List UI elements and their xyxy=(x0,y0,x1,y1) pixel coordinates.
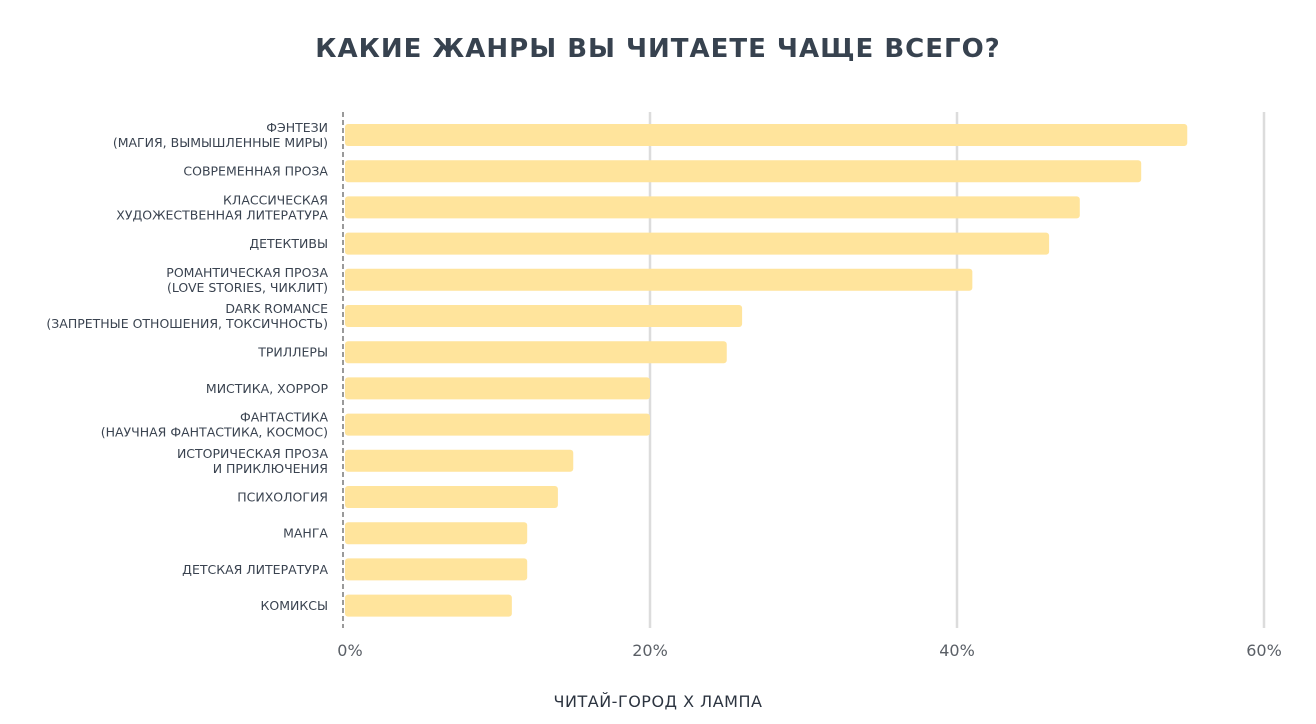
bar xyxy=(345,341,727,364)
category-label: ФЭНТЕЗИ (МАГИЯ, ВЫМЫШЛЕННЫЕ МИРЫ) xyxy=(113,120,328,150)
bar xyxy=(345,196,1080,219)
bar xyxy=(345,558,528,581)
category-label: ФАНТАСТИКА (НАУЧНАЯ ФАНТАСТИКА, КОСМОС) xyxy=(101,410,329,440)
x-tick-label: 20% xyxy=(632,641,668,660)
category-label: ТРИЛЛЕРЫ xyxy=(257,345,328,360)
bar xyxy=(345,160,1142,183)
bar xyxy=(345,124,1188,146)
category-label: DARK ROMANCE (ЗАПРЕТНЫЕ ОТНОШЕНИЯ, ТОКСИЧ… xyxy=(46,301,328,331)
chart-source: ЧИТАЙ-ГОРОД X ЛАМПА xyxy=(553,692,763,711)
category-label: ДЕТСКАЯ ЛИТЕРАТУРА xyxy=(182,562,328,577)
x-tick-label: 0% xyxy=(337,641,362,660)
bar xyxy=(345,413,650,436)
bar xyxy=(345,486,558,508)
category-label: МАНГА xyxy=(283,526,328,541)
category-label: ИСТОРИЧЕСКАЯ ПРОЗА И ПРИКЛЮЧЕНИЯ xyxy=(177,446,329,476)
x-tick-label: 40% xyxy=(939,641,975,660)
x-tick-label: 60% xyxy=(1246,641,1282,660)
bar xyxy=(345,232,1050,255)
chart-title: КАКИЕ ЖАНРЫ ВЫ ЧИТАЕТЕ ЧАЩЕ ВСЕГО? xyxy=(315,34,1001,64)
bar xyxy=(345,594,512,617)
category-label: ДЕТЕКТИВЫ xyxy=(249,236,328,251)
bar xyxy=(345,449,574,472)
category-label: КЛАССИЧЕСКАЯ ХУДОЖЕСТВЕННАЯ ЛИТЕРАТУРА xyxy=(116,192,328,222)
category-label: КОМИКСЫ xyxy=(261,598,328,613)
category-label: ПСИХОЛОГИЯ xyxy=(237,490,328,505)
category-label: РОМАНТИЧЕСКАЯ ПРОЗА (LOVE STORIES, ЧИКЛИТ… xyxy=(166,265,328,295)
category-label: МИСТИКА, ХОРРОР xyxy=(206,381,329,396)
category-label: СОВРЕМЕННАЯ ПРОЗА xyxy=(183,164,328,179)
bar xyxy=(345,377,650,400)
bar xyxy=(345,522,528,545)
bar xyxy=(345,268,973,291)
bar xyxy=(345,305,743,327)
